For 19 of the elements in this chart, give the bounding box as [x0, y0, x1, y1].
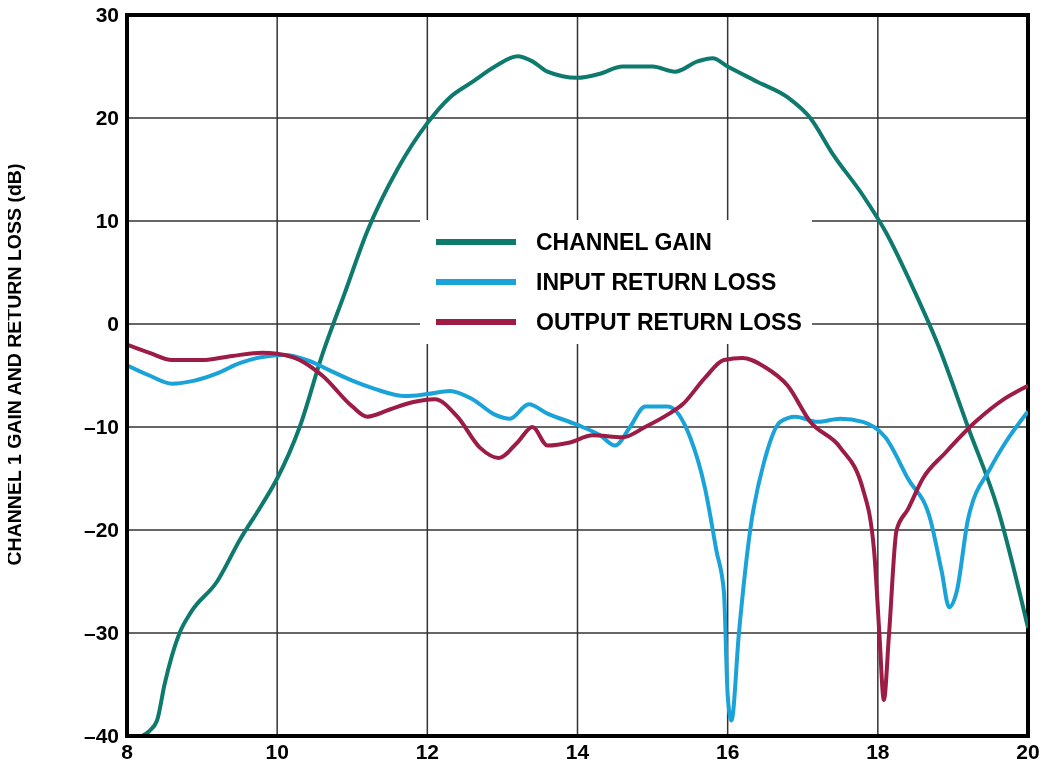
x-tick-label: 8	[121, 739, 134, 763]
x-tick-label: 12	[415, 739, 440, 763]
y-tick-label: 10	[95, 209, 119, 233]
x-tick-label: 18	[866, 739, 890, 763]
y-tick-label: –30	[83, 621, 119, 645]
legend-label: CHANNEL GAIN	[536, 228, 712, 256]
x-tick-label: 20	[1016, 739, 1040, 763]
y-tick-label: 0	[107, 312, 119, 336]
legend-label: OUTPUT RETURN LOSS	[536, 308, 802, 336]
x-tick-label: 14	[565, 739, 590, 763]
y-tick-label: 30	[95, 3, 119, 27]
line-series	[140, 54, 1028, 736]
y-tick-label: –10	[83, 415, 119, 439]
y-tick-label: –40	[83, 724, 119, 748]
y-tick-label: 20	[95, 106, 119, 130]
y-tick-label: –20	[83, 518, 119, 542]
x-tick-label: 16	[715, 739, 740, 763]
x-tick-label: 10	[265, 739, 289, 763]
legend-label: INPUT RETURN LOSS	[536, 268, 777, 296]
